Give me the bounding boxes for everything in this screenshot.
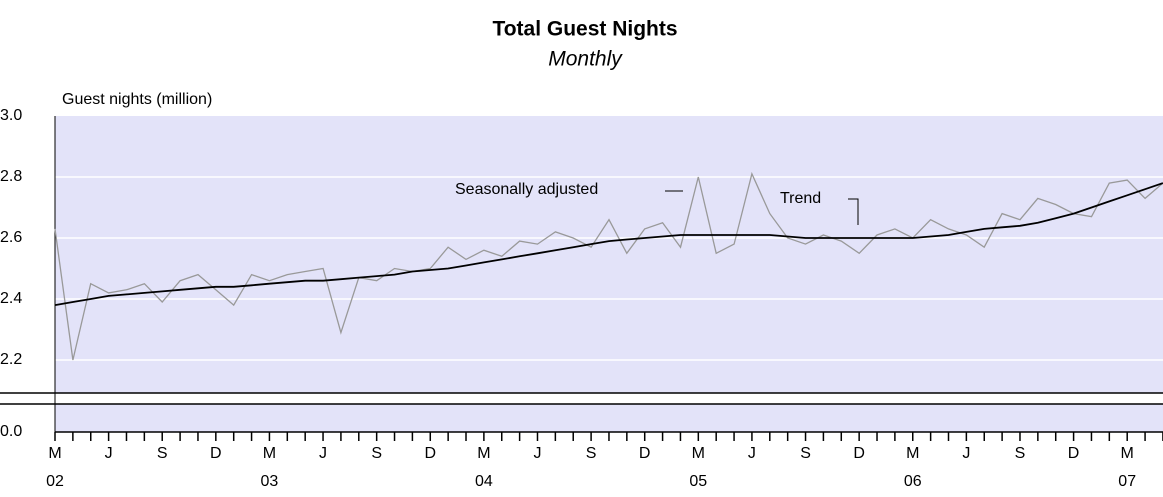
x-tick-label: D bbox=[853, 445, 865, 462]
y-tick-label: 2.2 bbox=[0, 351, 22, 368]
y-tick-label: 2.4 bbox=[0, 290, 22, 307]
chart-title: Total Guest Nights bbox=[492, 18, 677, 41]
x-tick-label: J bbox=[533, 445, 541, 462]
x-tick-label: S bbox=[371, 445, 382, 462]
annotation-leader bbox=[848, 198, 859, 225]
x-year-label: 07 bbox=[1118, 473, 1136, 490]
x-tick-label: J bbox=[962, 445, 970, 462]
x-tick-label: S bbox=[586, 445, 597, 462]
plot-background-lower bbox=[55, 404, 1163, 432]
x-tick-label: M bbox=[692, 445, 705, 462]
plot-background bbox=[55, 116, 1163, 393]
x-tick-label: D bbox=[210, 445, 222, 462]
x-year-label: 04 bbox=[475, 473, 493, 490]
annotation: Seasonally adjusted bbox=[455, 181, 598, 198]
x-tick-label: D bbox=[424, 445, 436, 462]
x-tick-label: M bbox=[1121, 445, 1134, 462]
x-tick-label: M bbox=[906, 445, 919, 462]
x-year-label: 06 bbox=[904, 473, 922, 490]
y-axis-label: Guest nights (million) bbox=[62, 91, 212, 108]
x-year-label: 05 bbox=[689, 473, 707, 490]
y-tick-label: 3.0 bbox=[0, 107, 22, 124]
x-tick-label: D bbox=[1068, 445, 1080, 462]
x-tick-label: S bbox=[800, 445, 811, 462]
x-tick-label: J bbox=[105, 445, 113, 462]
x-year-label: 03 bbox=[261, 473, 279, 490]
y-tick-label: 2.8 bbox=[0, 168, 22, 185]
x-tick-label: D bbox=[639, 445, 651, 462]
x-tick-label: M bbox=[477, 445, 490, 462]
x-tick-label: S bbox=[157, 445, 168, 462]
x-tick-label: M bbox=[48, 445, 61, 462]
y-tick-label: 0.0 bbox=[0, 423, 22, 440]
x-tick-label: M bbox=[263, 445, 276, 462]
line-0 bbox=[54, 171, 1163, 361]
x-tick-label: S bbox=[1015, 445, 1026, 462]
x-year-label: 02 bbox=[46, 473, 64, 490]
annotation: Trend bbox=[780, 190, 821, 207]
line-1 bbox=[54, 182, 1163, 306]
y-tick-label: 2.6 bbox=[0, 229, 22, 246]
x-tick-label: J bbox=[748, 445, 756, 462]
chart-subtitle: Monthly bbox=[548, 48, 623, 71]
x-tick-label: J bbox=[319, 445, 327, 462]
